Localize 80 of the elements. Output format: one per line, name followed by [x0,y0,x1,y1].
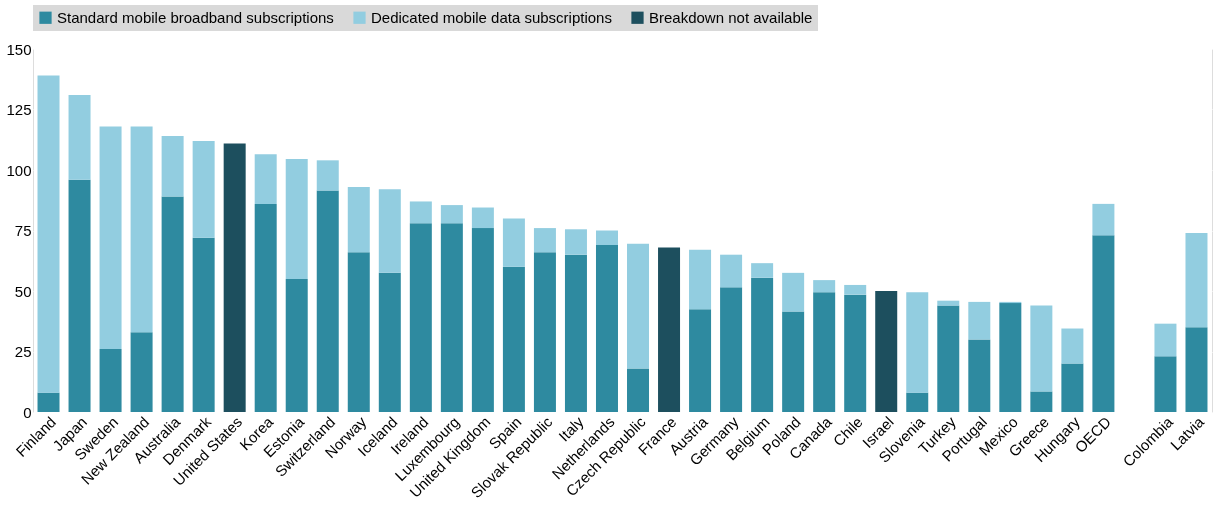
bar [1185,327,1208,412]
bar [813,280,836,293]
y-tick-label: 50 [14,282,32,300]
bar [720,287,743,412]
bar [378,189,401,273]
bar [689,309,712,412]
bar [502,218,525,267]
bar [1154,323,1177,357]
bar [658,247,681,412]
bar [1092,203,1115,236]
bar [751,263,774,278]
bar [130,332,153,412]
bar [285,159,308,279]
bar [130,126,153,333]
bar [99,349,122,412]
bar [37,392,60,412]
bar [99,126,122,350]
bar [627,368,650,412]
bar [223,143,246,412]
bar [627,243,650,369]
bar [595,230,618,246]
bar [720,254,743,288]
bar [409,201,432,224]
legend-label: Standard mobile broadband subscriptions [57,8,334,26]
bar [316,160,339,191]
y-tick-label: 125 [6,101,32,118]
bar [192,237,215,412]
bar [533,228,556,253]
bar [316,190,339,412]
bar [1030,391,1053,412]
bar [968,339,991,412]
bar [440,223,463,412]
bar [285,278,308,412]
bar [502,266,525,412]
y-tick-label: 150 [6,40,32,58]
bar [875,291,898,412]
bar [440,205,463,224]
legend-label: Dedicated mobile data subscriptions [371,8,612,26]
bar [1030,305,1053,392]
bar [1185,232,1208,328]
bar [1061,363,1084,412]
bar [968,301,991,340]
bar [68,179,91,412]
bar [937,300,960,306]
bar [751,277,774,412]
bar [1092,235,1115,412]
bar [254,154,277,204]
bar [161,196,184,412]
y-tick-label: 100 [6,161,32,179]
bar [1154,356,1177,412]
bar [471,207,494,229]
bar [844,294,867,412]
bar [378,272,401,412]
bar [906,292,929,393]
bar [844,284,867,295]
bar [161,136,184,197]
bar [37,75,60,393]
y-tick-label: 75 [14,222,32,239]
bar [254,203,277,412]
bar [192,140,215,238]
legend-label: Breakdown not available [649,8,813,26]
bar [906,392,929,412]
bar [1061,328,1084,364]
bar [347,186,370,253]
bar [937,305,960,412]
bar [595,245,618,412]
bar [347,252,370,412]
bar [533,252,556,412]
bar [813,292,836,412]
bar [68,94,91,180]
bar [409,223,432,412]
bar [564,254,587,412]
bar [999,303,1022,412]
y-tick-label: 25 [14,343,32,360]
bar [782,311,805,412]
bar [782,272,805,312]
bar [471,228,494,412]
bar [564,229,587,255]
y-tick-label: 0 [23,403,32,421]
bar [689,249,712,310]
